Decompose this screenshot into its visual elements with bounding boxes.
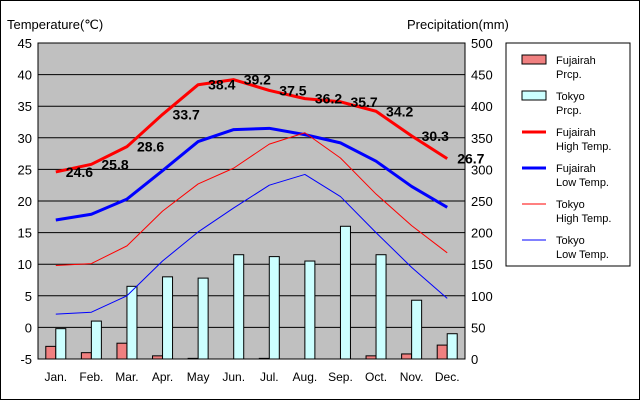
y-left-tick-label: 35	[18, 99, 32, 114]
precip-bar	[436, 344, 448, 360]
y-right-tick-label: 350	[471, 131, 493, 146]
temperature-label: 26.7	[457, 151, 484, 167]
legend-label: Tokyo	[556, 199, 585, 211]
legend-label: Tokyo	[556, 91, 585, 103]
temperature-line	[55, 132, 448, 266]
y-left-tick-label: 25	[18, 162, 32, 177]
precip-bar	[258, 357, 270, 360]
y-left-tick-label: 0	[25, 320, 32, 335]
y-right-tick-label: 500	[471, 36, 493, 51]
precip-bar	[55, 328, 67, 360]
y-right-tick-label: 150	[471, 257, 493, 272]
y-left-tick-label: 45	[18, 36, 32, 51]
precip-bar	[339, 225, 351, 360]
temperature-label: 24.6	[66, 164, 93, 180]
y-right-tick-label: 450	[471, 68, 493, 83]
right-axis-title: Precipitation(mm)	[407, 17, 509, 32]
temperature-label: 30.3	[422, 128, 449, 144]
legend-label: Fujairah	[556, 127, 596, 139]
legend-swatch	[521, 90, 547, 101]
y-right-tick-label: 300	[471, 162, 493, 177]
y-left-tick-label: 10	[18, 257, 32, 272]
precip-bar	[401, 353, 413, 360]
legend-label: Prcp.	[556, 105, 582, 117]
x-tick-label: Mar.	[115, 370, 138, 384]
legend-label: Low Temp.	[556, 177, 609, 189]
temperature-line	[55, 126, 448, 222]
precip-bar	[116, 342, 128, 360]
x-tick-label: Jan.	[44, 370, 67, 384]
left-axis-title: Temperature(℃)	[7, 17, 103, 32]
precip-bar	[365, 355, 377, 360]
y-right-tick-label: 100	[471, 289, 493, 304]
precip-bar	[80, 352, 92, 360]
precip-bar	[375, 254, 387, 360]
legend-label: High Temp.	[556, 213, 611, 225]
precip-bar	[446, 333, 458, 360]
legend-label: Fujairah	[556, 55, 596, 67]
y-left-tick-label: -5	[20, 352, 32, 367]
x-tick-label: May	[187, 370, 210, 384]
temperature-label: 28.6	[137, 139, 164, 155]
x-tick-label: Apr.	[152, 370, 173, 384]
legend-items: Fujairah Prcp. Tokyo Prcp. Fujairah High Temp…	[521, 54, 611, 261]
precip-bar	[197, 277, 209, 360]
x-tick-label: Jul.	[260, 370, 279, 384]
temperature-label: 33.7	[173, 106, 200, 122]
temperature-label: 39.2	[244, 72, 271, 88]
x-tick-label: Nov.	[400, 370, 424, 384]
x-tick-label: Jun.	[222, 370, 245, 384]
temperature-label: 35.7	[350, 94, 377, 110]
temperature-line	[55, 173, 448, 315]
legend-label: High Temp.	[556, 141, 611, 153]
y-left-tick-label: 20	[18, 194, 32, 209]
temperature-lines	[55, 78, 449, 315]
y-right-tick-label: 50	[471, 320, 485, 335]
temperature-label: 38.4	[208, 77, 235, 93]
legend-label: Prcp.	[556, 69, 582, 81]
precip-bar	[411, 299, 423, 360]
legend-label: Tokyo	[556, 235, 585, 247]
x-tick-label: Feb.	[79, 370, 103, 384]
y-left-tick-label: 15	[18, 226, 32, 241]
temperature-label: 34.2	[386, 103, 413, 119]
legend-swatch	[521, 54, 547, 65]
temperature-line	[55, 78, 449, 174]
y-right-tick-label: 0	[471, 352, 478, 367]
precip-bar	[233, 254, 245, 360]
data-labels: 24.6 25.8 28.6 33.7 38.4 39.2 37.5 36.2 35.7 34.2…	[66, 72, 485, 180]
precip-bar	[90, 320, 102, 360]
precip-bar	[187, 357, 199, 360]
grid	[38, 74, 465, 328]
x-tick-label: Dec.	[435, 370, 460, 384]
temperature-label: 37.5	[279, 82, 306, 98]
precip-bar	[45, 345, 57, 360]
x-tick-label: Oct.	[365, 370, 387, 384]
y-left-tick-label: 40	[18, 68, 32, 83]
precipitation-bars	[45, 225, 458, 360]
legend	[505, 42, 631, 267]
precip-bar	[126, 285, 138, 360]
legend-label: Low Temp.	[556, 249, 609, 261]
y-right-tick-label: 400	[471, 99, 493, 114]
axis-ticks: -5 0 0 50 5 100 10 150 15 200 20 250 25 300 30 350 35 400…	[18, 36, 493, 384]
legend-label: Fujairah	[556, 163, 596, 175]
y-right-tick-label: 200	[471, 226, 493, 241]
x-tick-label: Sep.	[328, 370, 353, 384]
temperature-label: 25.8	[101, 156, 128, 172]
y-left-tick-label: 30	[18, 131, 32, 146]
precip-bar	[268, 256, 280, 360]
precip-bar	[152, 355, 164, 360]
y-left-tick-label: 5	[25, 289, 32, 304]
x-tick-label: Aug.	[293, 370, 318, 384]
temperature-label: 36.2	[315, 91, 342, 107]
precip-bar	[162, 276, 174, 360]
precip-bar	[304, 260, 316, 360]
y-right-tick-label: 250	[471, 194, 493, 209]
